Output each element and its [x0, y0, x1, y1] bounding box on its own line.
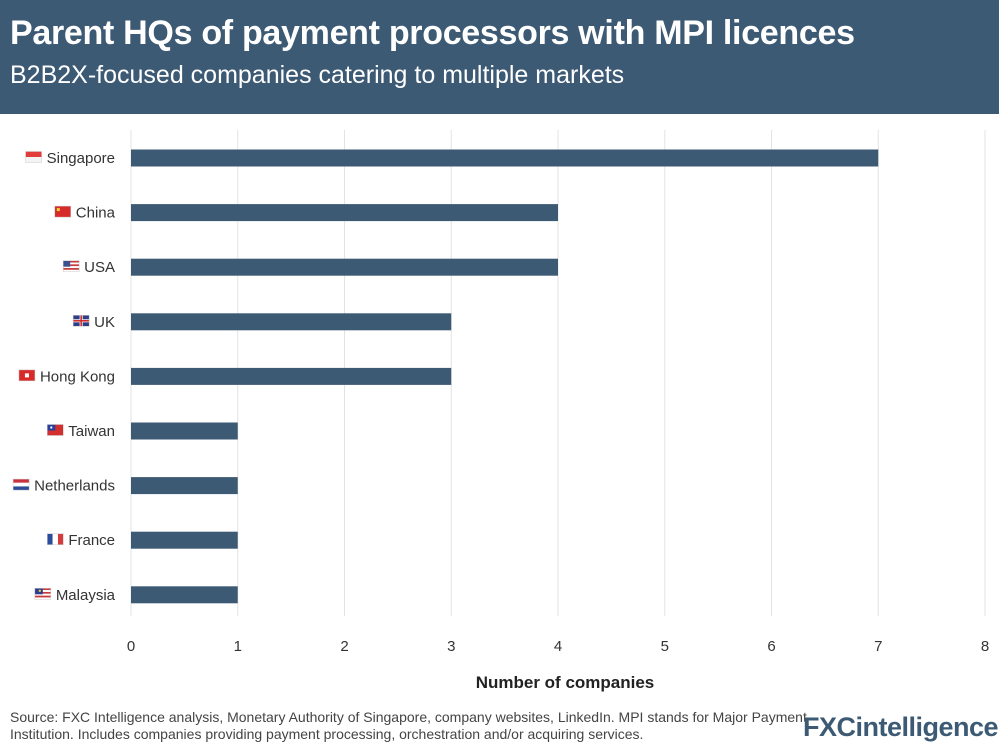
bar: [131, 477, 238, 495]
bar-chart: 0 1 2 3 4 5 6 7 8 Singapore China USA UK Hong Kong Tai…: [12, 130, 989, 692]
category-label: UK: [94, 314, 115, 331]
category-label: Singapore: [47, 150, 115, 167]
x-tick-label: 5: [661, 638, 669, 655]
x-tick-label: 3: [447, 638, 455, 655]
x-tick-label: 7: [874, 638, 882, 655]
flag-hong-kong-icon: [18, 369, 36, 382]
x-tick-label: 2: [340, 638, 348, 655]
x-tick-label: 8: [981, 638, 989, 655]
x-tick-label: 4: [554, 638, 562, 655]
category-label: Hong Kong: [40, 368, 115, 385]
fxc-intelligence-logo: FXCintelligence: [803, 712, 999, 743]
bar: [131, 586, 238, 604]
source-note: Source: FXC Intelligence analysis, Monet…: [10, 709, 807, 742]
bar: [131, 422, 238, 440]
flag-france-icon: [47, 533, 64, 545]
flag-netherlands-icon: [12, 478, 30, 491]
logo-intelligence-text: intelligence: [855, 712, 999, 742]
category-label: Netherlands: [34, 478, 115, 495]
bar: [131, 258, 558, 276]
x-tick-label: 0: [127, 638, 135, 655]
flag-china-icon: [54, 205, 72, 218]
flag-uk-icon: [72, 315, 90, 327]
chart-title: Parent HQs of payment processors with MP…: [10, 14, 855, 52]
flag-taiwan-icon: [47, 424, 64, 436]
flag-usa-icon: [62, 260, 80, 272]
bar: [131, 313, 452, 331]
flag-singapore-icon: [25, 151, 42, 163]
flag-malaysia-icon: [34, 588, 52, 600]
x-axis-label: Number of companies: [476, 673, 655, 692]
category-label: Taiwan: [68, 423, 115, 440]
category-label: USA: [84, 259, 115, 276]
category-label: Malaysia: [56, 587, 116, 604]
header-banner: Parent HQs of payment processors with MP…: [0, 0, 999, 114]
chart-subtitle: B2B2X-focused companies catering to mult…: [10, 61, 625, 89]
x-tick-label: 6: [767, 638, 775, 655]
category-label: France: [68, 532, 115, 549]
bar: [131, 531, 238, 549]
bar: [131, 367, 452, 385]
category-label: China: [76, 205, 116, 222]
x-tick-label: 1: [234, 638, 242, 655]
logo-fxc-text: FXC: [803, 712, 856, 742]
bar: [131, 149, 879, 167]
bar: [131, 204, 558, 222]
